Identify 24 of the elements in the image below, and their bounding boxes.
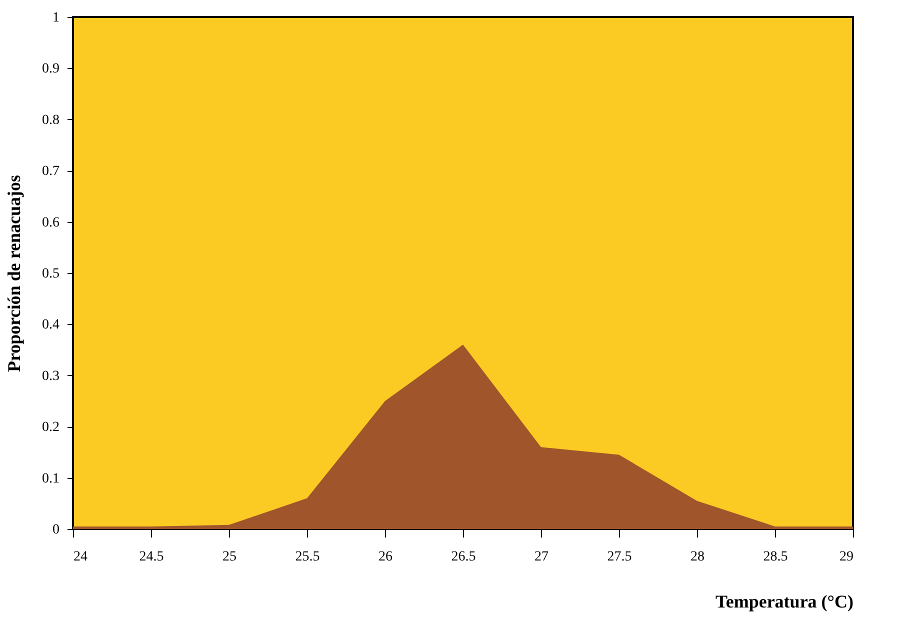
x-tick-label: 24.5 <box>139 550 164 564</box>
x-tick-label: 28.5 <box>763 550 788 564</box>
y-tick-label: 0.3 <box>42 368 60 384</box>
y-tick-label: 0.2 <box>42 420 60 436</box>
y-tick-label: 0.6 <box>42 215 60 230</box>
x-axis-title: Temperatura (°C) <box>715 592 854 612</box>
y-tick-label: 0.5 <box>42 266 60 282</box>
x-tick-label: 25.5 <box>295 550 320 564</box>
y-tick-label: 0.4 <box>42 318 60 333</box>
x-tick-label: 29 <box>840 550 854 564</box>
x-tick-label: 28 <box>690 550 704 564</box>
y-tick-label: 0.1 <box>42 471 60 486</box>
y-tick-label: 0 <box>52 522 60 538</box>
x-tick-label: 27.5 <box>607 550 632 564</box>
y-tick-label: 1 <box>52 10 60 26</box>
y-tick-label: 0.8 <box>42 112 60 128</box>
y-axis-title: Proporción de renacuajos <box>4 175 24 372</box>
y-tick-label: 0.7 <box>42 164 60 180</box>
x-tick-label: 24 <box>74 550 88 564</box>
x-tick-label: 26.5 <box>451 550 476 564</box>
x-tick-label: 27 <box>534 550 548 564</box>
x-tick-label: 25 <box>222 550 236 564</box>
x-tick-label: 26 <box>378 550 392 564</box>
y-tick-label: 0.9 <box>42 62 60 77</box>
